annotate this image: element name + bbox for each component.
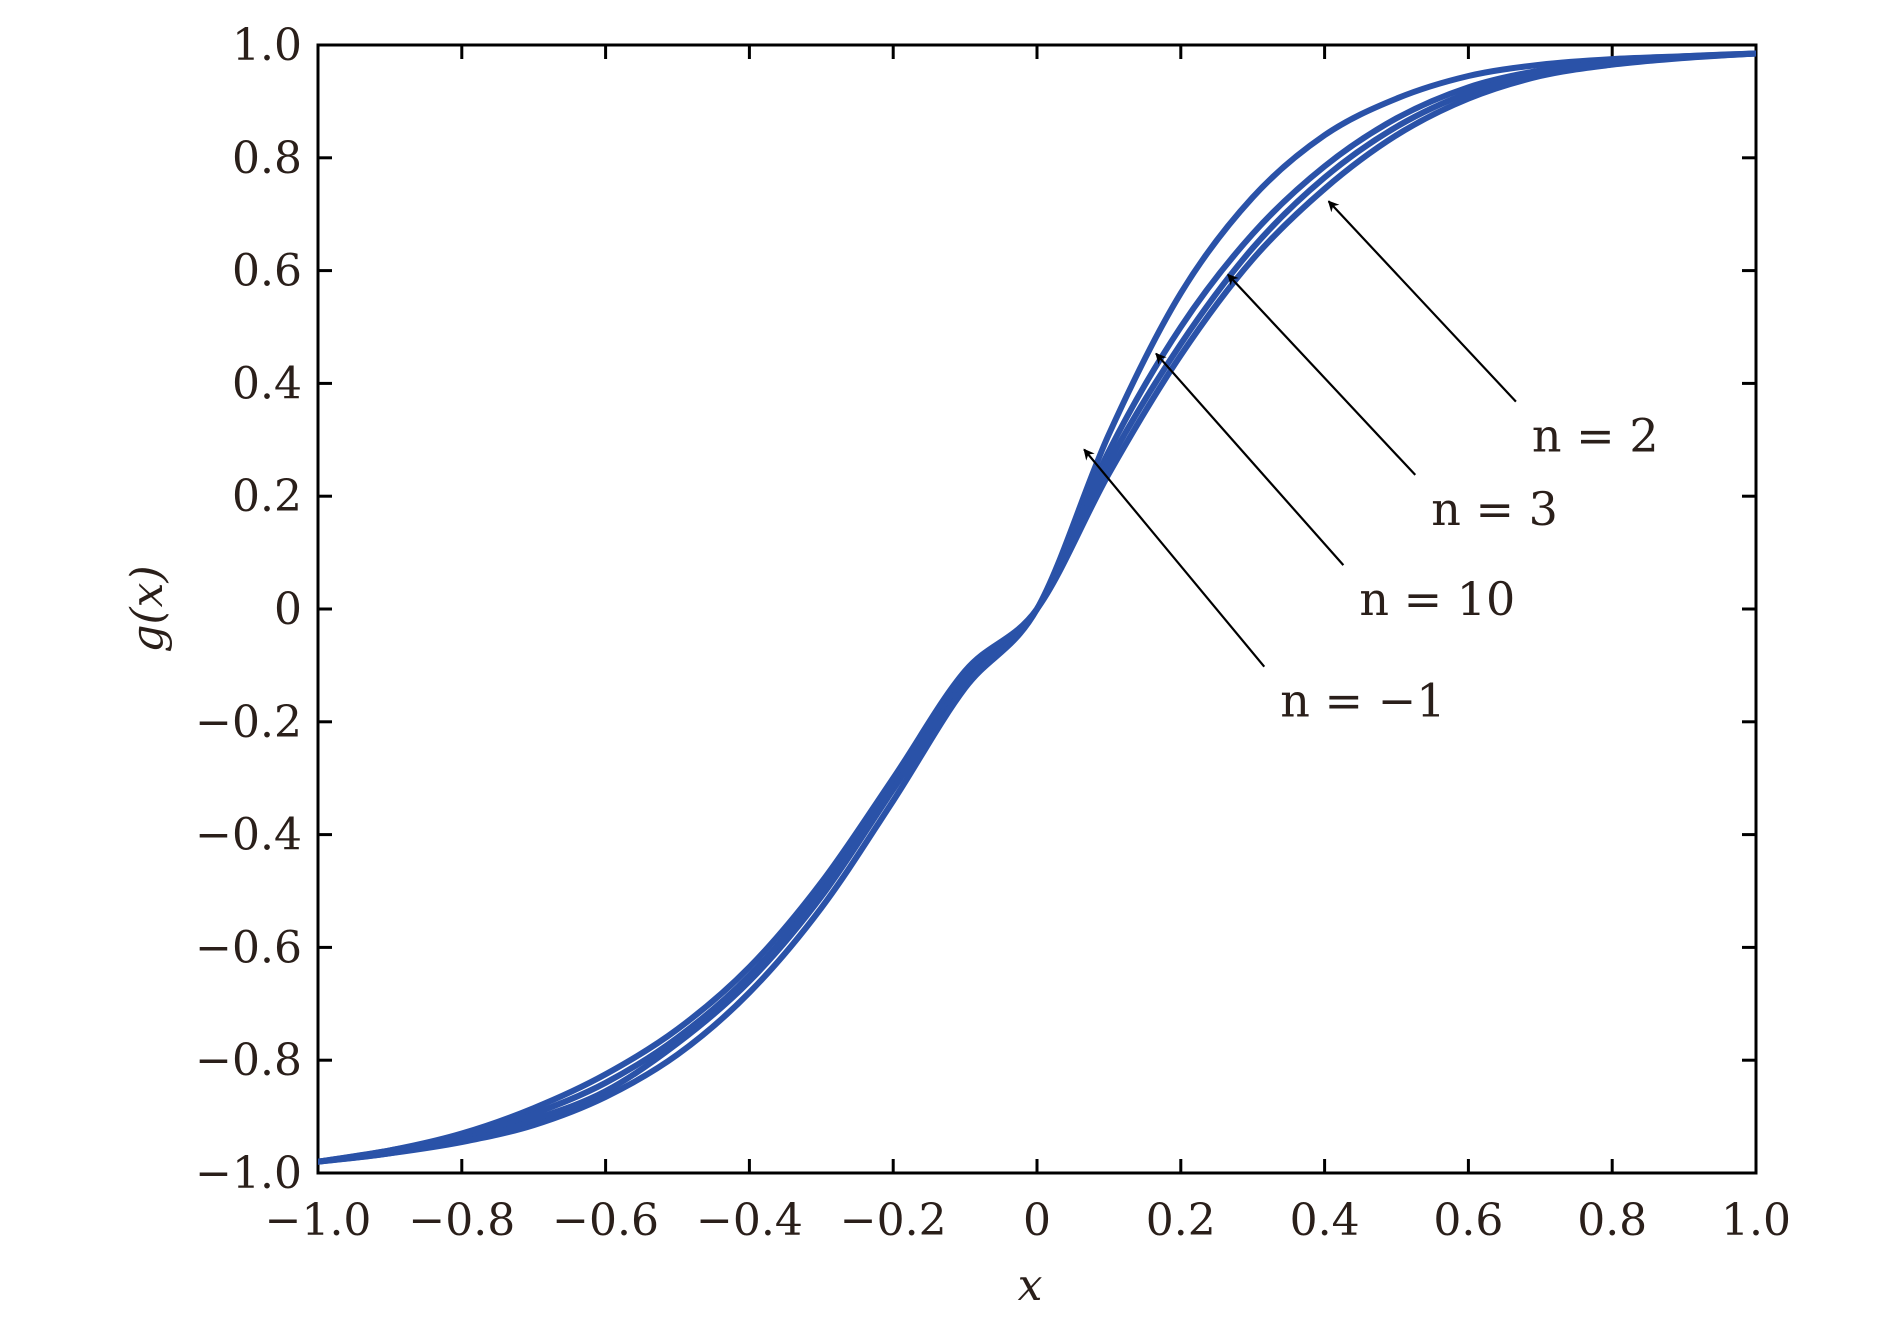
x-tick-label: 0.2 (1146, 1195, 1216, 1246)
annotation-label: n = 10 (1359, 572, 1515, 626)
x-axis-title: x (1018, 1260, 1043, 1311)
y-axis: 1.0 0.8 0.6 0.4 0.2 0 −0.2 −0.4 −0.6 −0.8 −1.0 (195, 20, 1756, 1199)
annotation-label: n = 3 (1431, 482, 1558, 536)
annotation-label: n = 2 (1532, 409, 1659, 463)
x-tick-label: −0.8 (408, 1195, 515, 1246)
annotation-label: n = −1 (1280, 674, 1445, 728)
y-tick-label: −0.2 (195, 697, 302, 748)
x-tick-label: −0.2 (840, 1195, 947, 1246)
y-tick-label: 0.4 (232, 358, 302, 409)
annotation-arrow (1083, 448, 1266, 668)
annotation-layer: n = 2 n = 3 n = 10 n = −1 (1083, 200, 1659, 728)
x-tick-label: 0.8 (1577, 1195, 1647, 1246)
x-tick-label: −1.0 (265, 1195, 372, 1246)
y-tick-label: −0.6 (195, 922, 302, 973)
x-tick-label: 1.0 (1721, 1195, 1791, 1246)
y-tick-label: −1.0 (195, 1148, 302, 1199)
y-tick-label: 0.6 (232, 246, 302, 297)
x-tick-label: −0.4 (696, 1195, 803, 1246)
y-tick-label: −0.4 (195, 810, 302, 861)
annotation-arrow (1327, 200, 1517, 403)
y-axis-title: g(x) (122, 565, 173, 652)
x-tick-label: 0.6 (1433, 1195, 1503, 1246)
y-tick-label: 0.8 (232, 133, 302, 184)
y-tick-label: −0.8 (195, 1035, 302, 1086)
series-line-4 (318, 50, 1756, 1165)
y-tick-label: 1.0 (232, 20, 302, 71)
annotation-arrow (1155, 352, 1345, 566)
x-tick-label: 0.4 (1290, 1195, 1360, 1246)
y-tick-label: 0 (274, 584, 302, 635)
x-axis: −1.0 −0.8 −0.6 −0.4 −0.2 0 0.2 0.4 0.6 0.8 1.0 (265, 45, 1791, 1246)
series-layer (318, 50, 1756, 1165)
x-tick-label: 0 (1023, 1195, 1051, 1246)
annotation-arrow (1227, 273, 1417, 476)
x-tick-label: −0.6 (552, 1195, 659, 1246)
y-tick-label: 0.2 (232, 471, 302, 522)
